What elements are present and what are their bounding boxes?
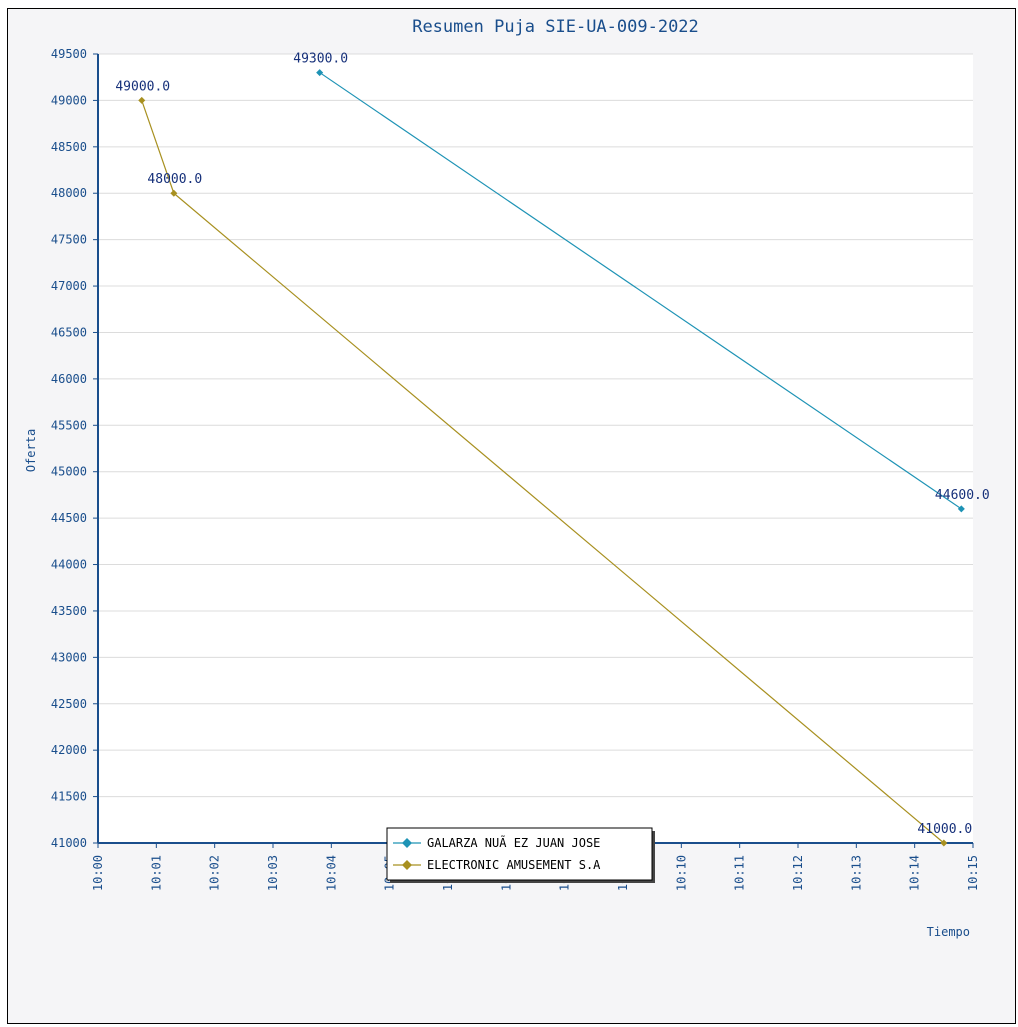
x-tick-label: 10:12	[791, 855, 805, 891]
legend-box	[386, 827, 653, 881]
legend-label: ELECTRONIC AMUSEMENT S.A	[427, 858, 601, 872]
x-tick-label: 10:03	[266, 855, 280, 891]
y-tick-label: 42000	[51, 743, 87, 757]
y-tick-label: 44000	[51, 558, 87, 572]
series-line	[319, 72, 962, 510]
x-tick-label: 10:04	[324, 855, 338, 891]
x-tick-label: 10:13	[849, 855, 863, 891]
data-point	[138, 96, 146, 104]
y-tick-label: 44500	[51, 511, 87, 525]
data-point	[957, 505, 965, 513]
y-tick-label: 47000	[51, 279, 87, 293]
y-tick-label: 47500	[51, 233, 87, 247]
data-point	[940, 839, 948, 847]
y-tick-label: 46000	[51, 372, 87, 386]
y-tick-label: 41000	[51, 836, 87, 850]
legend-swatch-marker	[402, 838, 412, 848]
y-tick-label: 48000	[51, 186, 87, 200]
y-axis-title: Oferta	[24, 429, 38, 472]
y-tick-label: 48500	[51, 140, 87, 154]
y-tick-label: 41500	[51, 790, 87, 804]
data-label: 49300.0	[293, 52, 348, 67]
x-tick-label: 10:11	[733, 855, 747, 891]
chart-title: Resumen Puja SIE-UA-009-2022	[412, 17, 699, 37]
x-tick-label: 10:15	[966, 855, 980, 891]
x-tick-label: 10:14	[908, 855, 922, 891]
y-tick-label: 45000	[51, 465, 87, 479]
data-point	[170, 189, 178, 197]
data-label: 41000.0	[917, 822, 972, 837]
x-axis-title: Tiempo	[927, 925, 970, 939]
x-tick-label: 10:02	[208, 855, 222, 891]
y-tick-label: 43500	[51, 604, 87, 618]
legend-swatch-marker	[402, 860, 412, 870]
data-label: 48000.0	[147, 172, 202, 187]
x-tick-label: 10:00	[91, 855, 105, 891]
y-tick-label: 43000	[51, 650, 87, 664]
data-label: 49000.0	[115, 79, 170, 94]
y-tick-label: 49000	[51, 93, 87, 107]
data-label: 44600.0	[935, 488, 990, 503]
data-point	[316, 69, 324, 77]
x-tick-label: 10:01	[149, 855, 163, 891]
y-tick-label: 45500	[51, 418, 87, 432]
legend-label: GALARZA NUÃ EZ JUAN JOSE	[427, 835, 600, 850]
y-tick-label: 42500	[51, 697, 87, 711]
x-tick-label: 10:10	[674, 855, 688, 891]
plot-area	[98, 54, 973, 843]
y-tick-label: 49500	[51, 47, 87, 61]
y-tick-label: 46500	[51, 325, 87, 339]
